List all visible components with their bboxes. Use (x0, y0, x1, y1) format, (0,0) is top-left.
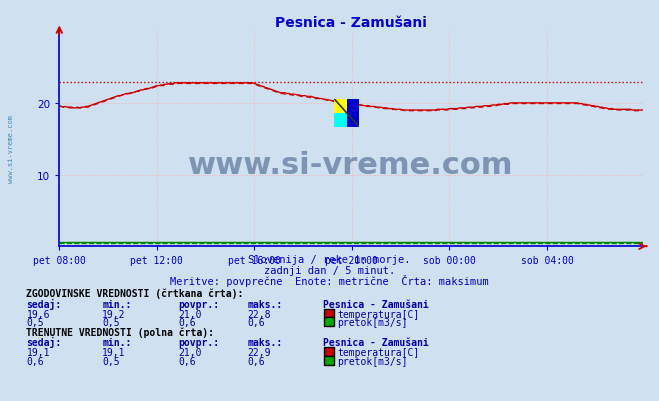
Text: min.:: min.: (102, 299, 132, 309)
Text: sedaj:: sedaj: (26, 298, 61, 309)
Text: Pesnica - Zamušani: Pesnica - Zamušani (323, 299, 428, 309)
Text: min.:: min.: (102, 337, 132, 347)
Text: 21,0: 21,0 (178, 347, 202, 357)
Text: www.si-vreme.com: www.si-vreme.com (188, 151, 513, 180)
Text: TRENUTNE VREDNOSTI (polna črta):: TRENUTNE VREDNOSTI (polna črta): (26, 326, 214, 337)
Text: 19,2: 19,2 (102, 309, 126, 319)
Text: 19,6: 19,6 (26, 309, 50, 319)
Text: povpr.:: povpr.: (178, 299, 219, 309)
Bar (347, 100, 359, 128)
Text: povpr.:: povpr.: (178, 337, 219, 347)
Text: Slovenija / reke in morje.: Slovenija / reke in morje. (248, 255, 411, 265)
Text: Pesnica - Zamušani: Pesnica - Zamušani (323, 337, 428, 347)
Text: 22,8: 22,8 (247, 309, 271, 319)
Text: 22,9: 22,9 (247, 347, 271, 357)
Text: temperatura[C]: temperatura[C] (337, 309, 420, 319)
Bar (335, 114, 347, 128)
Text: 19,1: 19,1 (26, 347, 50, 357)
Text: 0,6: 0,6 (26, 356, 44, 366)
Text: zadnji dan / 5 minut.: zadnji dan / 5 minut. (264, 265, 395, 275)
Bar (335, 100, 347, 114)
Text: maks.:: maks.: (247, 299, 282, 309)
Text: 21,0: 21,0 (178, 309, 202, 319)
Text: 0,6: 0,6 (247, 356, 265, 366)
Text: 0,6: 0,6 (178, 356, 196, 366)
Title: Pesnica - Zamušani: Pesnica - Zamušani (275, 16, 427, 30)
Text: temperatura[C]: temperatura[C] (337, 347, 420, 357)
Text: 0,5: 0,5 (102, 356, 120, 366)
Text: 0,5: 0,5 (26, 318, 44, 328)
Text: www.si-vreme.com: www.si-vreme.com (8, 114, 14, 182)
Text: Meritve: povprečne  Enote: metrične  Črta: maksimum: Meritve: povprečne Enote: metrične Črta:… (170, 274, 489, 286)
Text: maks.:: maks.: (247, 337, 282, 347)
Text: pretok[m3/s]: pretok[m3/s] (337, 318, 408, 328)
Text: 0,6: 0,6 (247, 318, 265, 328)
Text: 0,6: 0,6 (178, 318, 196, 328)
Text: 0,5: 0,5 (102, 318, 120, 328)
Text: sedaj:: sedaj: (26, 336, 61, 347)
Text: ZGODOVINSKE VREDNOSTI (črtkana črta):: ZGODOVINSKE VREDNOSTI (črtkana črta): (26, 288, 244, 299)
Text: pretok[m3/s]: pretok[m3/s] (337, 356, 408, 366)
Text: 19,1: 19,1 (102, 347, 126, 357)
